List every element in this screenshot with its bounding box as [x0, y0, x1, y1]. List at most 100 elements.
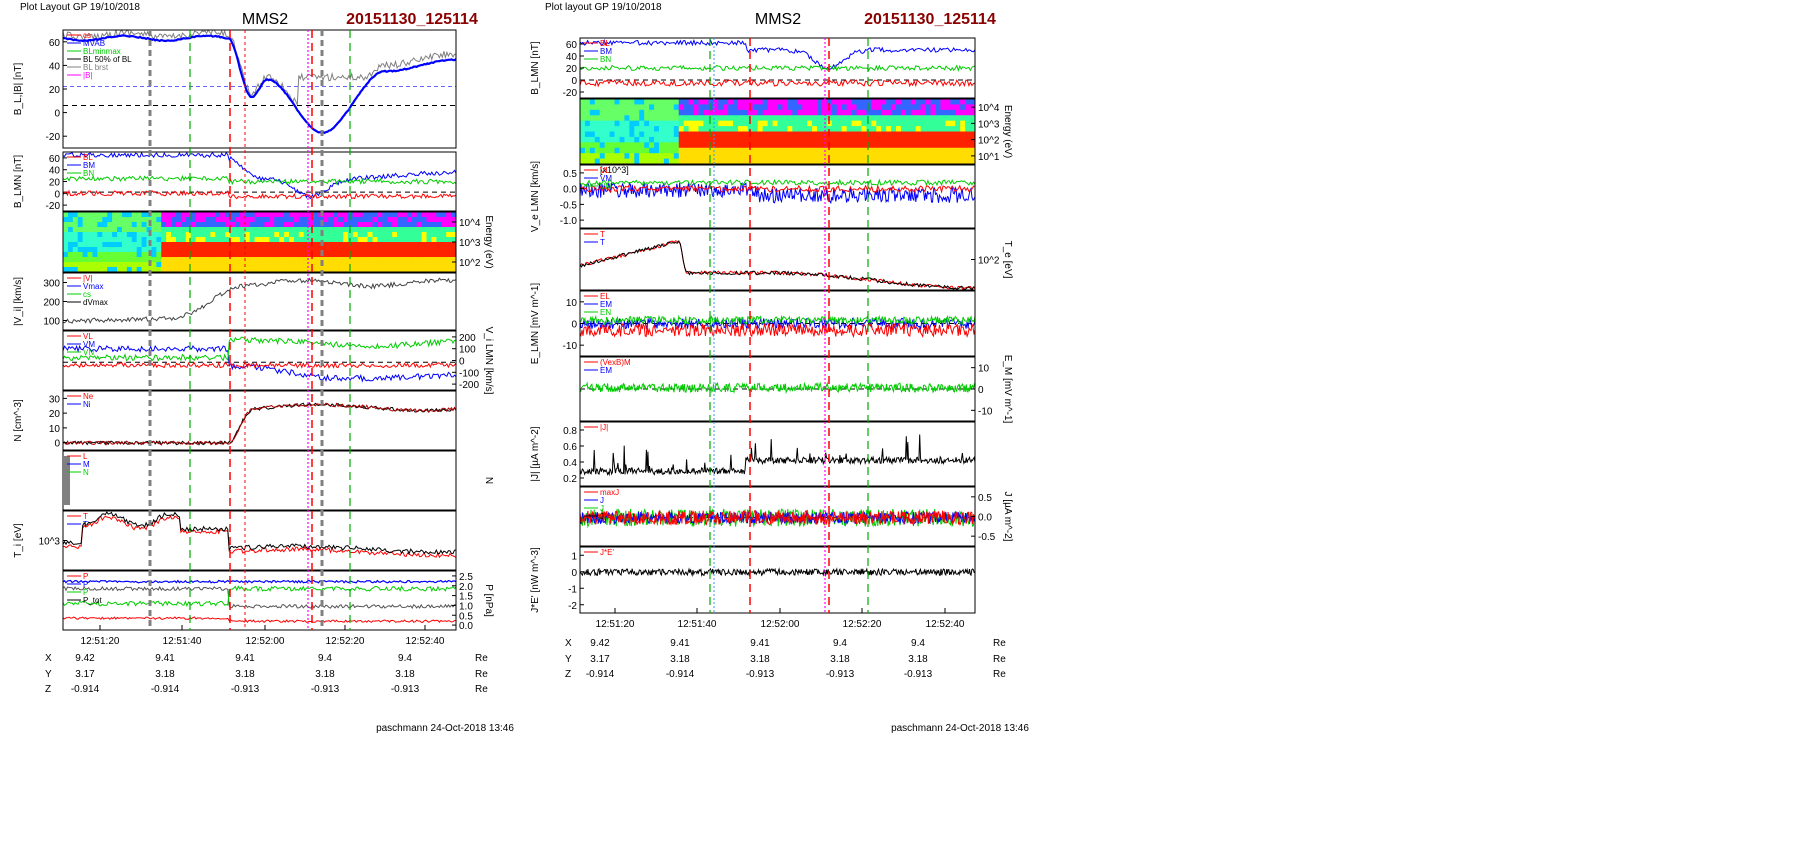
spectrogram-cell [220, 247, 226, 253]
right-y-tick-label: 0.5 [563, 169, 577, 180]
spectrogram-cell [777, 120, 783, 127]
spectrogram-cell [401, 262, 408, 268]
right-coord-unit: Re [993, 669, 1006, 680]
spectrogram-cell [298, 242, 305, 248]
spectrogram-cell [659, 131, 665, 138]
spectrogram-cell [387, 212, 393, 218]
spectrogram-cell [87, 257, 93, 263]
spectrogram-cell [673, 142, 680, 149]
left-coord-value: 9.41 [235, 653, 255, 664]
spectrogram-cell [733, 131, 739, 138]
spectrogram-cell [82, 262, 89, 268]
spectrogram-cell [141, 227, 148, 233]
spectrogram-cell [230, 257, 236, 263]
spectrogram-cell [644, 147, 650, 154]
spectrogram-cell [594, 147, 601, 154]
spectrogram-cell [249, 212, 256, 218]
spectrogram-cell [377, 227, 383, 233]
ti-par-line [62, 515, 457, 559]
spectrogram-cell [649, 99, 655, 105]
spectrogram-cell [77, 222, 84, 228]
spectrogram-cell [436, 212, 442, 218]
bm-line [579, 64, 975, 72]
right-legend-entry: J [600, 504, 604, 513]
spectrogram-cell [298, 252, 305, 258]
spectrogram-cell [239, 227, 246, 233]
spectrogram-cell [357, 247, 364, 253]
spectrogram-cell [900, 120, 907, 127]
spectrogram-cell [733, 147, 739, 154]
spectrogram-cell [259, 247, 265, 253]
spectrogram-cell [738, 131, 744, 138]
spectrogram-cell [580, 126, 586, 132]
vem-line [579, 178, 976, 187]
spectrogram-cell [580, 120, 586, 127]
spectrogram-cell [107, 227, 113, 233]
spectrogram-cell [738, 136, 744, 143]
spectrogram-cell [910, 104, 917, 111]
p-th-line [62, 585, 457, 608]
spectrogram-cell [930, 115, 936, 122]
right-coord-value: -0.913 [826, 669, 855, 680]
spectrogram-cell [703, 115, 709, 122]
spectrogram-cell [831, 136, 838, 143]
spectrogram-cell [343, 212, 349, 218]
vn-line [62, 361, 457, 369]
spectrogram-cell [965, 99, 971, 105]
spectrogram-cell [264, 242, 270, 248]
spectrogram-cell [279, 247, 285, 253]
spectrogram-cell [970, 126, 976, 132]
spectrogram-cell [146, 227, 152, 233]
left-y-tick-label: 60 [49, 38, 61, 49]
spectrogram-cell [92, 262, 98, 268]
spectrogram-cell [121, 212, 128, 218]
right-y-tick-label: 0.0 [563, 185, 577, 196]
spectrogram-cell [950, 142, 956, 149]
spectrogram-cell [77, 267, 84, 273]
spectrogram-cell [200, 267, 206, 273]
spectrogram-cell [580, 147, 586, 154]
spectrogram-cell [802, 142, 808, 149]
spectrogram-cell [112, 247, 118, 253]
right-legend-entry: T [600, 230, 605, 239]
spectrogram-cell [288, 252, 295, 258]
spectrogram-cell [871, 115, 877, 122]
spectrogram-cell [856, 126, 862, 132]
spectrogram-cell [757, 109, 764, 116]
spectrogram-cell [284, 232, 290, 238]
left-coord-unit: Re [475, 684, 488, 695]
spectrogram-cell [451, 227, 457, 233]
spectrogram-cell [639, 131, 645, 138]
spectrogram-cell [205, 257, 211, 263]
spectrogram-cell [940, 99, 946, 105]
right-y-tick-label: 10 [566, 298, 578, 309]
spectrogram-cell [323, 257, 329, 263]
spectrogram-cell [126, 267, 133, 273]
spectrogram-cell [102, 267, 108, 273]
spectrogram-cell [166, 267, 172, 273]
spectrogram-cell [915, 109, 922, 116]
spectrogram-cell [362, 217, 369, 223]
spectrogram-cell [357, 237, 364, 243]
spectrogram-cell [639, 109, 645, 116]
spectrogram-cell [659, 153, 665, 160]
spectrogram-cell [308, 222, 315, 228]
spectrogram-cell [836, 131, 843, 138]
spectrogram-cell [713, 109, 719, 116]
spectrogram-cell [777, 109, 783, 116]
spectrogram-cell [881, 142, 887, 149]
spectrogram-cell [436, 227, 442, 233]
spectrogram-cell [950, 120, 956, 127]
spectrogram-cell [728, 109, 734, 116]
spectrogram-cell [367, 227, 373, 233]
spectrogram-cell [896, 115, 902, 122]
spectrogram-cell [683, 142, 690, 149]
spectrogram-cell [303, 232, 310, 238]
spectrogram-cell [713, 147, 719, 154]
spectrogram-cell [269, 242, 275, 248]
spectrogram-cell [279, 212, 285, 218]
spectrogram-cell [624, 126, 630, 132]
spectrogram-cell [171, 257, 177, 263]
spectrogram-cell [797, 158, 803, 165]
